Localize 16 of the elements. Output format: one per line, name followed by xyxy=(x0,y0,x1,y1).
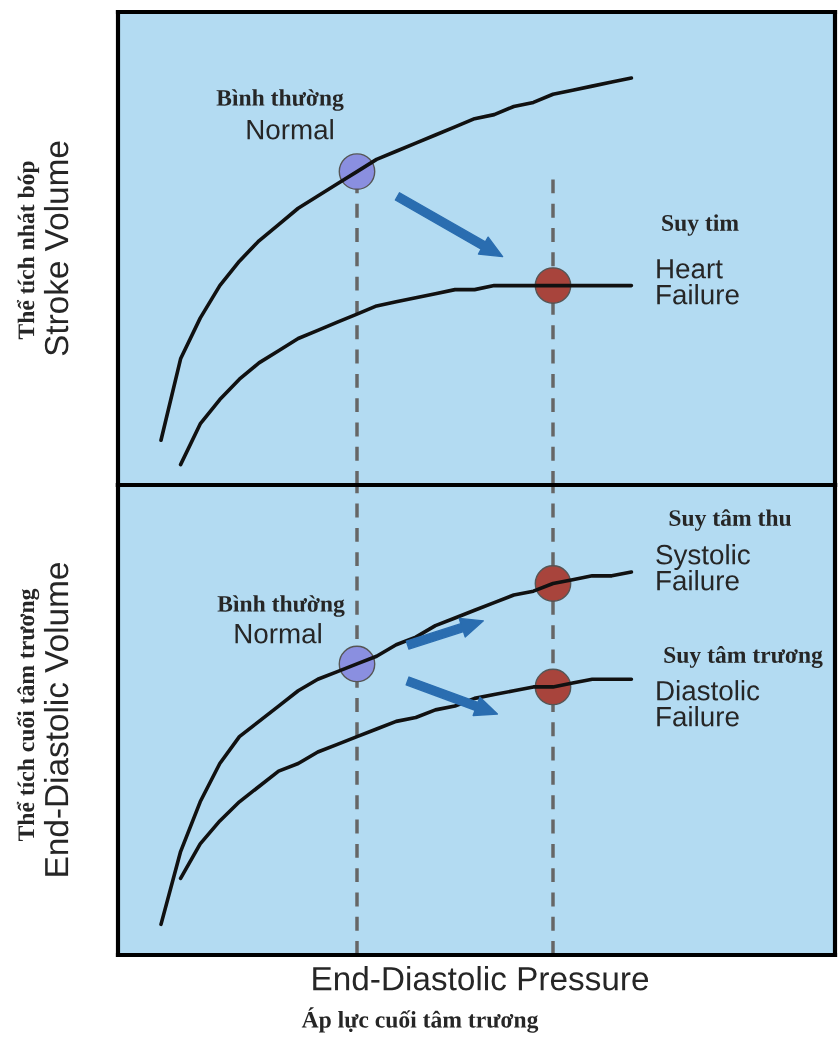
y-axis-title: Stroke Volume xyxy=(43,141,69,356)
annotation: Bình thường xyxy=(217,595,345,617)
text: Thể tích cuối tâm trương xyxy=(16,588,40,842)
text: Thể tích nhát bóp xyxy=(16,161,40,340)
y-axis-title: End-Diastolic Volume xyxy=(43,563,69,876)
annotation: Normal xyxy=(247,119,333,140)
text: Suy tim xyxy=(662,214,739,236)
text: Heart Failure xyxy=(657,259,739,305)
annotation: Normal xyxy=(235,623,321,644)
text: Systolic Failure xyxy=(656,544,750,591)
text: Suy tâm thu xyxy=(669,509,792,531)
text: Áp lực cuối tâm trương xyxy=(301,1007,539,1033)
text: Suy tâm trương xyxy=(664,646,823,668)
annotation: Bình thường xyxy=(216,89,344,111)
text: Diastolic Failure xyxy=(657,680,760,727)
x-axis-title: End-Diastolic Pressure xyxy=(313,966,649,991)
